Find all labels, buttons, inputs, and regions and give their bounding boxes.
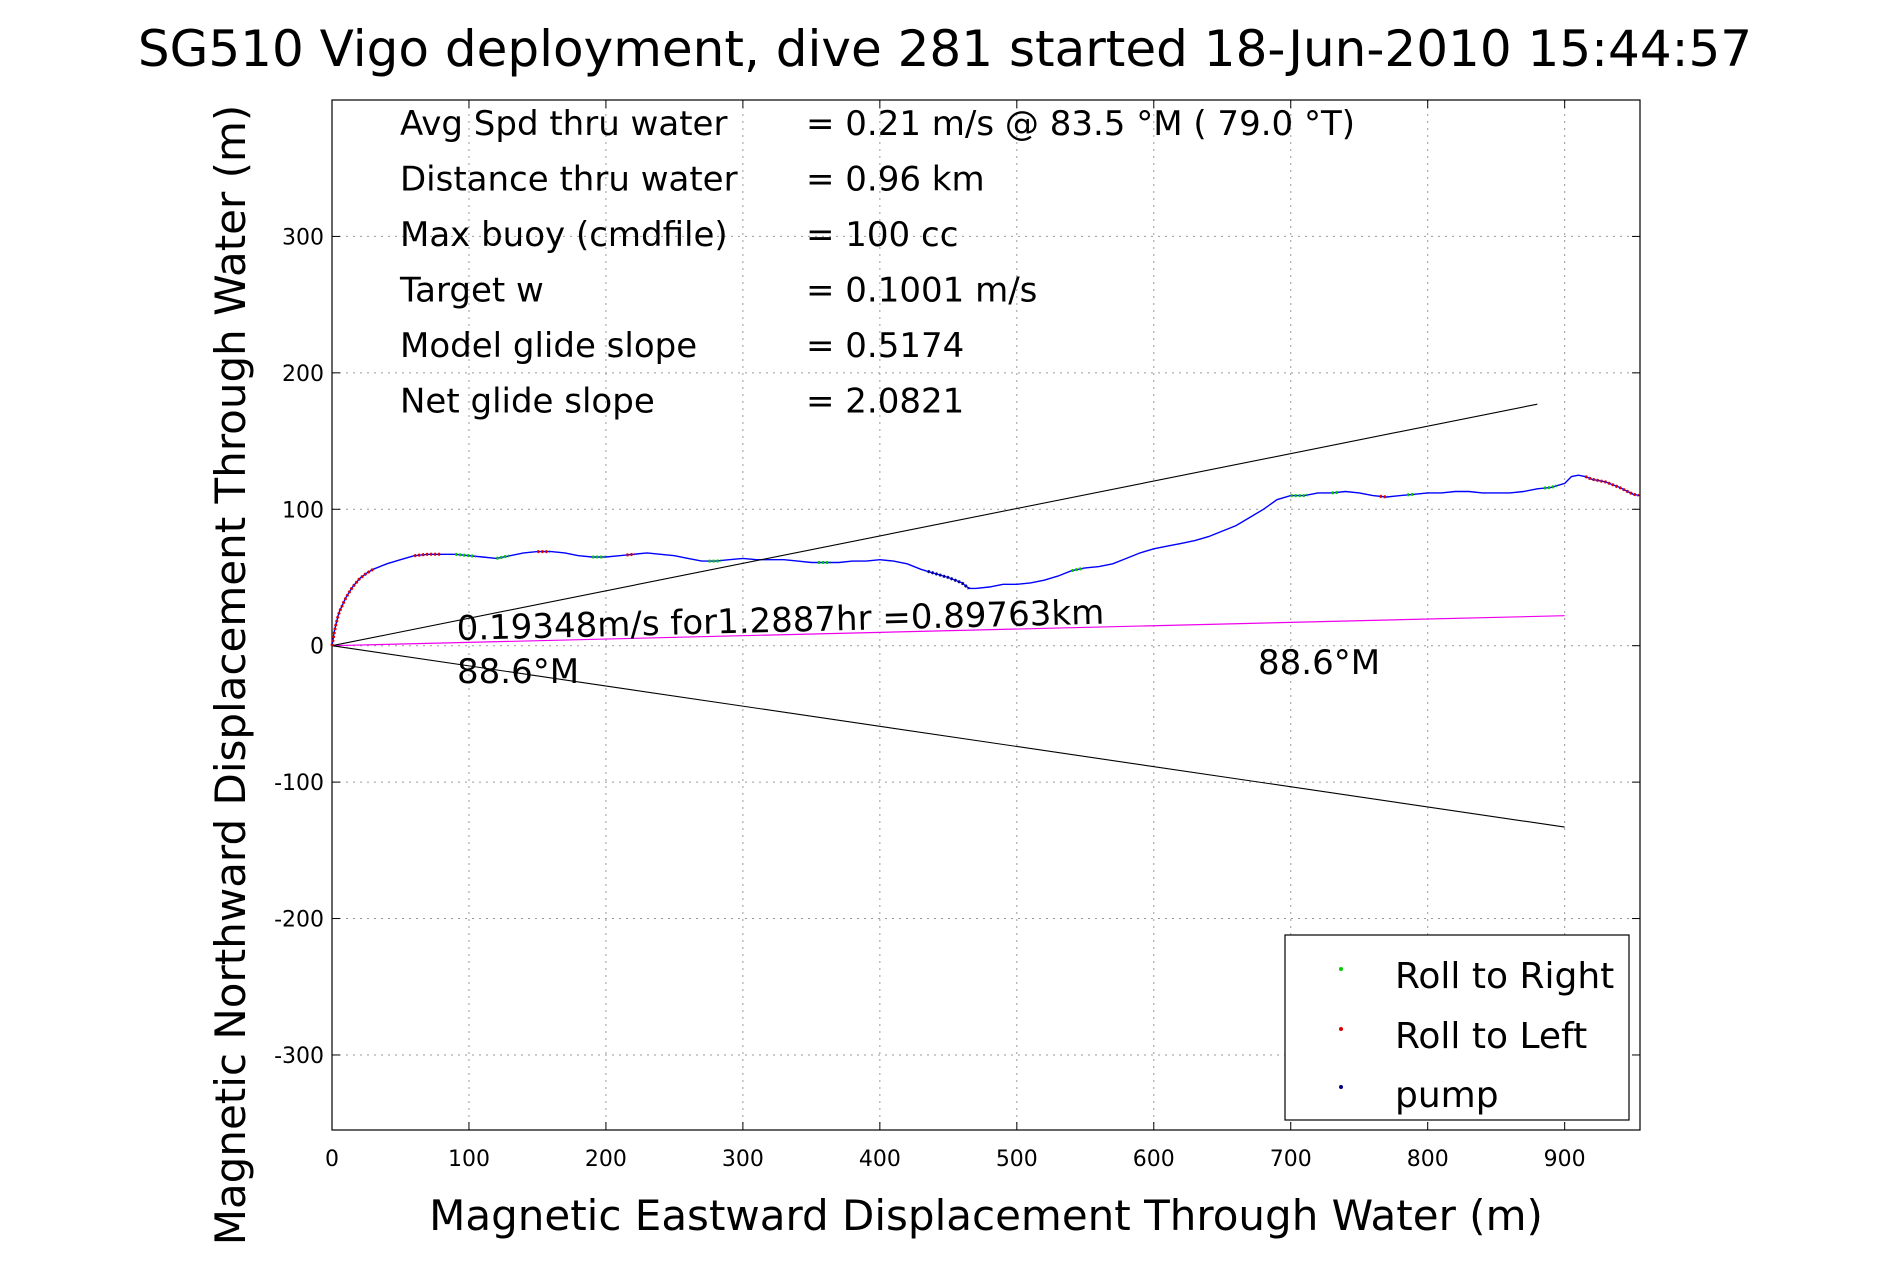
x-tick-label: 500 [996, 1147, 1038, 1172]
marker-pump [927, 569, 970, 590]
info-label: Model glide slope [400, 326, 697, 366]
info-value: = 0.96 km [806, 160, 985, 200]
marker-roll-right [455, 552, 476, 558]
y-tick-label: 300 [282, 225, 324, 250]
info-label: Avg Spd thru water [400, 104, 727, 144]
heading-start-label: 88.6°M [457, 652, 579, 692]
glide-cone-upper-line [331, 403, 1538, 647]
track-line [331, 474, 1641, 646]
legend-box [1284, 934, 1630, 1121]
x-tick-label: 100 [448, 1147, 490, 1172]
info-label: Net glide slope [400, 382, 655, 422]
marker-group [330, 475, 1639, 646]
grid [332, 100, 1640, 1130]
heading-end-label: 88.6°M [1258, 643, 1380, 683]
legend: Roll to Right Roll to Left pump [1284, 934, 1630, 1121]
legend-label-roll-left: Roll to Left [1395, 1016, 1587, 1057]
legend-marker-roll-right [1339, 967, 1343, 971]
info-label: Max buoy (cmdfile) [400, 215, 728, 255]
x-tick-label: 700 [1270, 1147, 1312, 1172]
y-tick-label: -300 [274, 1044, 324, 1069]
y-tick-label: 100 [282, 498, 324, 523]
chart-title: SG510 Vigo deployment, dive 281 started … [138, 20, 1752, 78]
marker-roll-right [1407, 492, 1416, 497]
info-label: Target w [399, 271, 544, 311]
x-tick-label: 800 [1407, 1147, 1449, 1172]
marker-roll-left [414, 552, 441, 558]
y-tick-label: -100 [274, 771, 324, 796]
legend-label-roll-right: Roll to Right [1395, 956, 1614, 997]
plot-frame [331, 99, 1641, 1131]
info-value: = 100 cc [806, 215, 958, 255]
x-tick-label: 200 [585, 1147, 627, 1172]
y-tick-label: -200 [274, 908, 324, 933]
info-value: = 0.21 m/s @ 83.5 °M ( 79.0 °T) [806, 104, 1355, 144]
marker-roll-left [330, 567, 374, 646]
y-tick-label: 200 [282, 362, 324, 387]
marker-roll-left [1379, 494, 1388, 499]
marker-roll-right [1290, 493, 1308, 498]
glide-cone-lower-line [331, 645, 1565, 828]
x-axis-title: Magnetic Eastward Displacement Through W… [429, 1191, 1543, 1240]
x-tick-label: 300 [722, 1147, 764, 1172]
marker-roll-left [626, 552, 635, 557]
series-group [331, 403, 1641, 828]
x-tick-label: 400 [859, 1147, 901, 1172]
y-axis-title: Magnetic Northward Displacement Through … [206, 105, 255, 1246]
legend-marker-pump [1339, 1085, 1343, 1089]
info-value: = 2.0821 [806, 382, 964, 422]
marker-roll-left [1584, 475, 1639, 497]
legend-label-pump: pump [1395, 1075, 1499, 1116]
info-block: Avg Spd thru water = 0.21 m/s @ 83.5 °M (… [399, 104, 1355, 422]
ticks: 0 100 200 300 400 500 600 700 800 900 -300 -200 -100… [274, 100, 1640, 1172]
x-tick-label: 600 [1133, 1147, 1175, 1172]
info-value: = 0.1001 m/s [806, 271, 1037, 311]
info-label: Distance thru water [400, 160, 738, 200]
current-line [331, 615, 1565, 647]
y-tick-label: 0 [310, 635, 324, 660]
info-value: = 0.5174 [806, 326, 964, 366]
x-tick-label: 900 [1544, 1147, 1586, 1172]
marker-roll-right [1331, 490, 1339, 495]
legend-marker-roll-left [1339, 1027, 1343, 1031]
x-tick-label: 0 [325, 1147, 339, 1172]
